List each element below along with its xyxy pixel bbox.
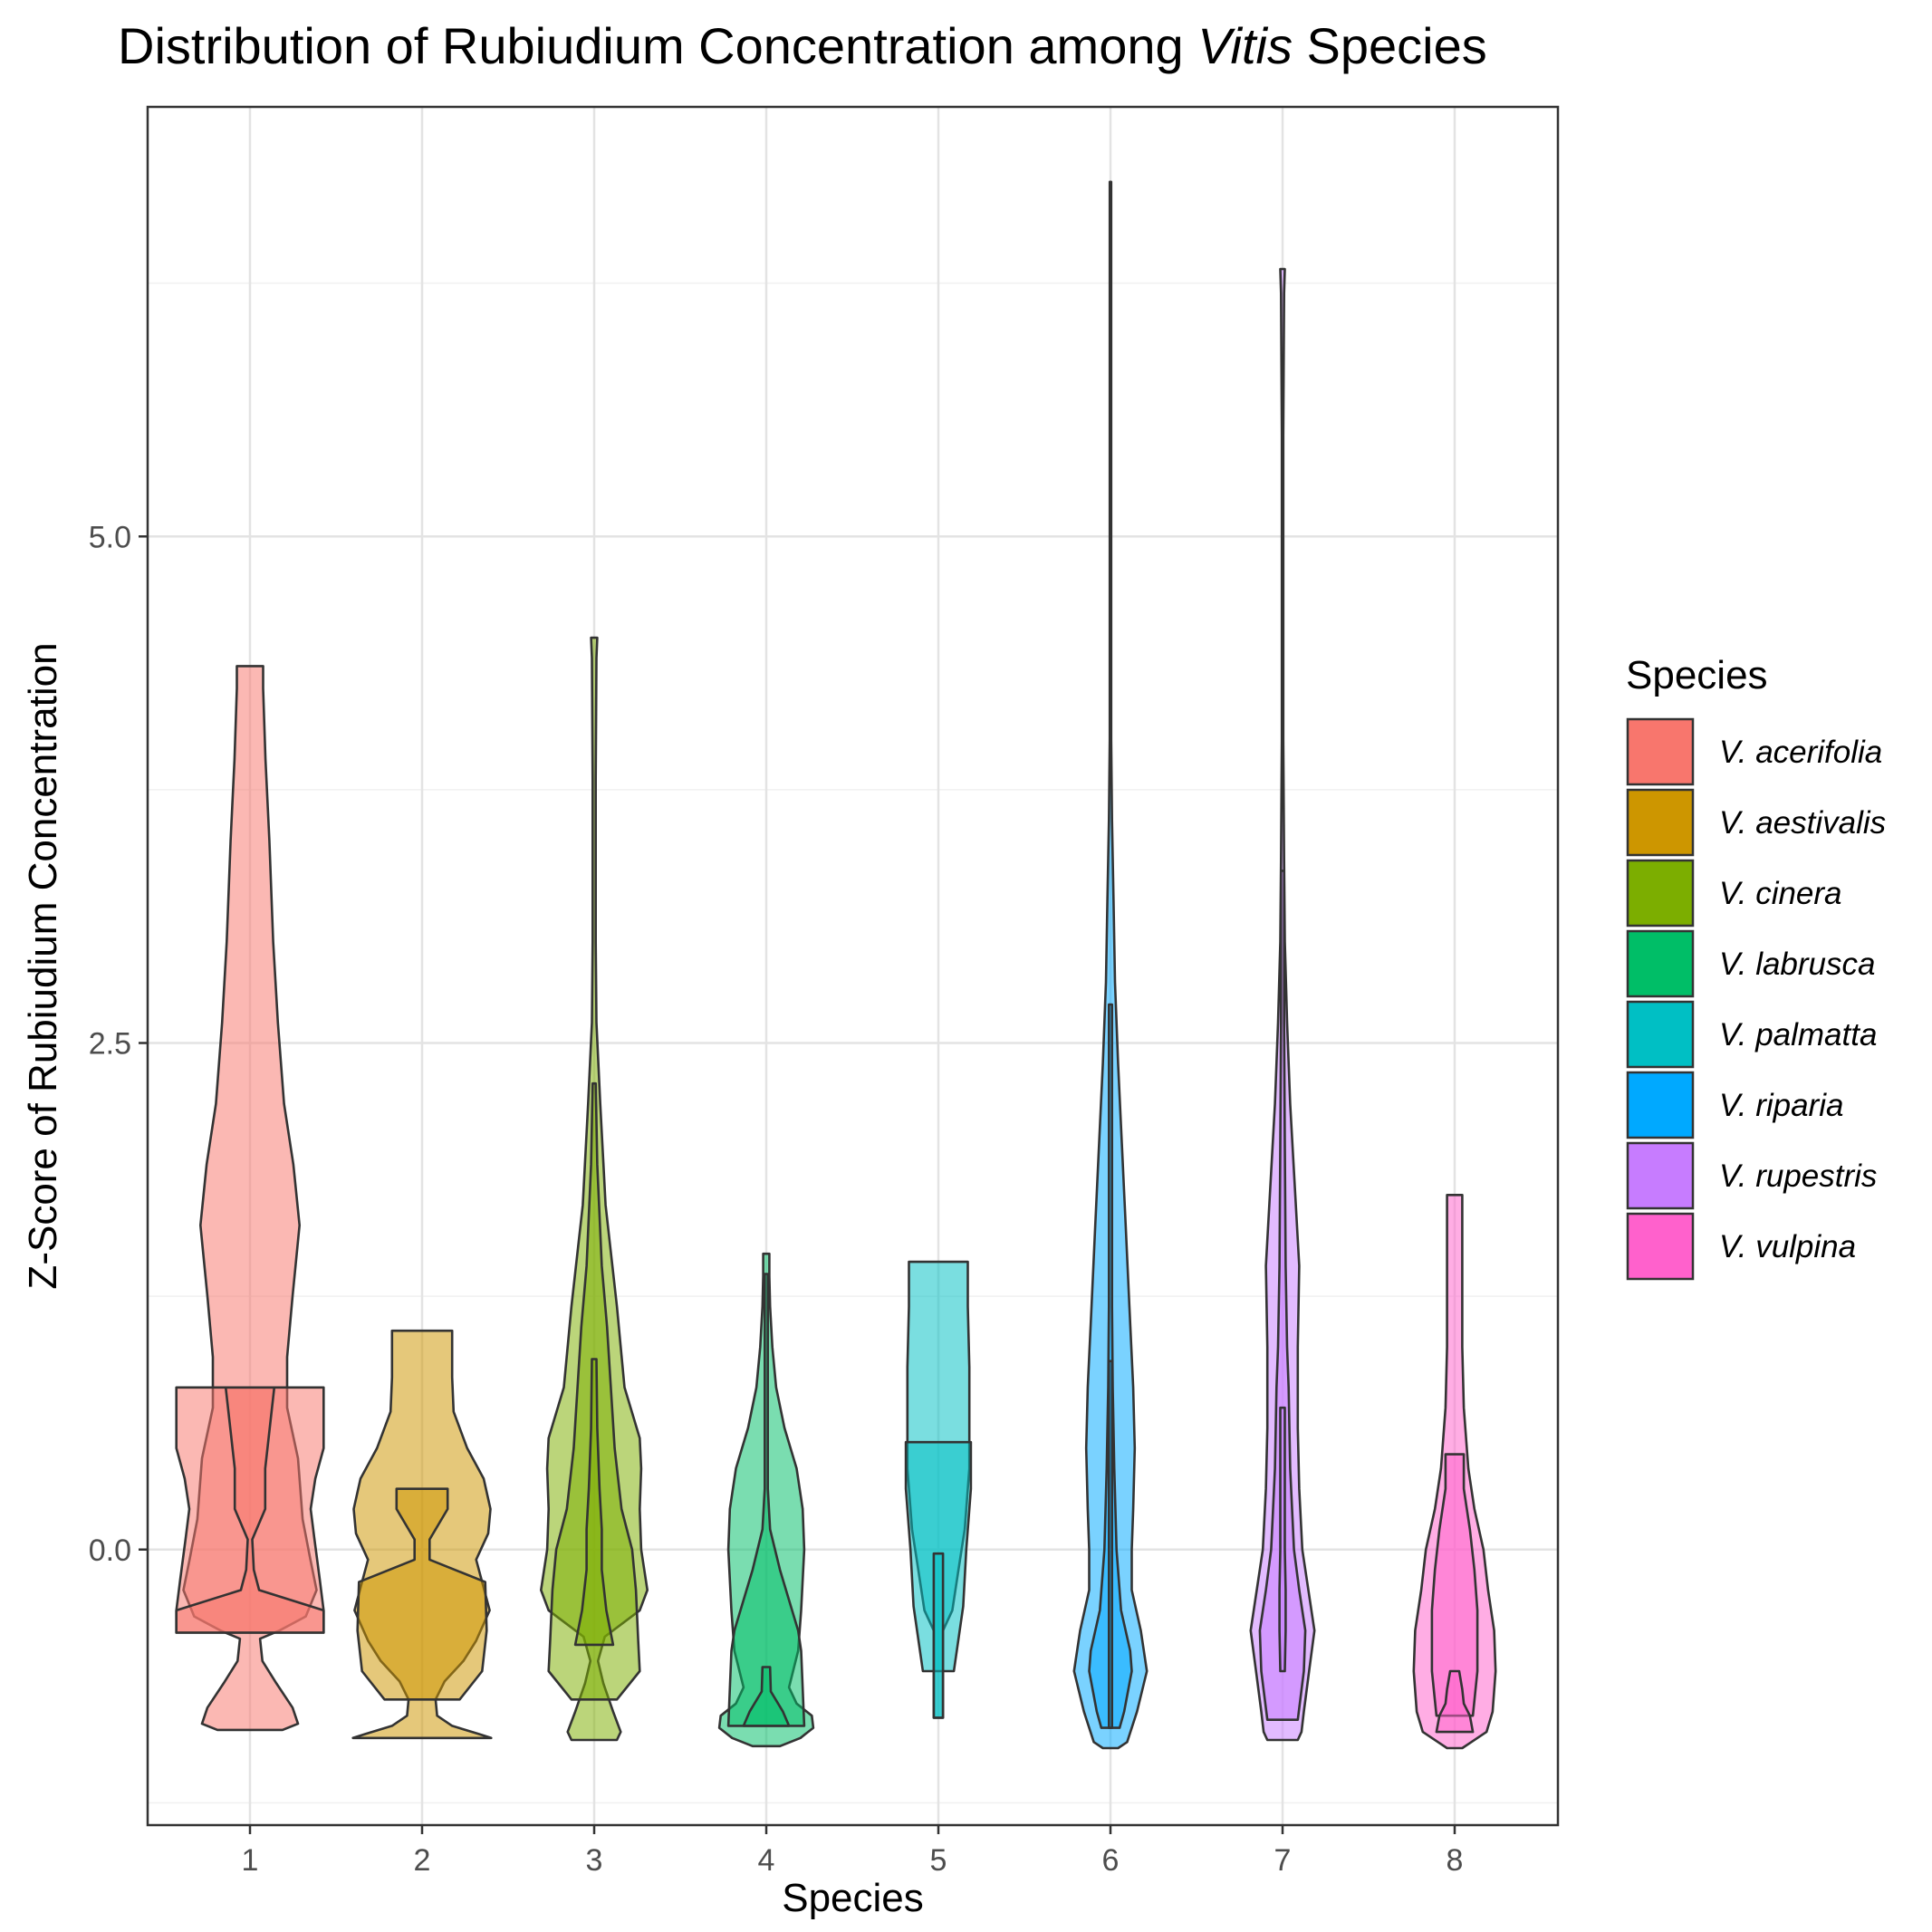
violin-group-4 [717,1252,815,1748]
x-axis-title: Species [782,1876,924,1920]
chart-title-part-1: Distribution of Rubiudium Concentration … [118,17,1198,74]
y-tick-label: 5.0 [89,520,131,554]
violin-3-3 [573,1358,615,1647]
violin-6-3 [1108,1360,1113,1729]
legend-swatch [1626,1071,1695,1139]
legend-swatch [1626,717,1695,786]
violin-5-3 [932,1552,945,1719]
violin-group-8 [1412,1194,1497,1750]
plot-panel [148,107,1558,1825]
violin-7-3 [1278,1406,1287,1673]
legend-label: V. aestivalis [1719,805,1886,841]
violin-group-6 [1072,180,1149,1750]
violin-8-2 [1430,1453,1479,1717]
legend-label: V. cinera [1719,876,1842,911]
plot-border [146,105,1560,1827]
violin-group-7 [1249,267,1316,1742]
violin-4-2 [726,1273,806,1727]
chart-title-part-2: Species [1292,17,1487,74]
violin-group-2 [351,1329,493,1740]
violin-group-5 [904,1260,973,1719]
legend-label: V. riparia [1719,1088,1843,1123]
chart-title: Distribution of Rubiudium Concentration … [118,13,1487,80]
legend-label: V. rupestris [1719,1158,1877,1194]
legend-label: V. acerifolia [1719,735,1882,770]
violin-group-1 [175,665,325,1732]
violin-2-2 [356,1487,488,1701]
legend-label: V. palmatta [1719,1017,1877,1053]
violin-1-3 [175,1386,325,1634]
legend-swatch [1626,1212,1695,1281]
legend-swatch [1626,859,1695,928]
x-tick-label: 7 [1274,1843,1292,1878]
violin-group-3 [540,636,649,1742]
chart-title-italic: Vitis [1197,17,1293,74]
legend-swatch [1626,1141,1695,1210]
x-tick-label: 1 [242,1843,259,1878]
x-tick-label: 4 [758,1843,775,1878]
x-tick-label: 3 [586,1843,603,1878]
legend-title: Species [1626,653,1768,697]
violin-6-1 [1072,180,1149,1750]
y-tick-label: 0.0 [89,1533,131,1568]
legend: Species V. acerifolia V. aestivalis V. cine… [1626,653,1886,1281]
y-tick-label: 2.5 [89,1027,131,1062]
legend-label: V. vulpina [1719,1229,1856,1264]
x-tick-label: 2 [414,1843,431,1878]
legend-label: V. labrusca [1719,947,1876,982]
x-tick-label: 6 [1102,1843,1120,1878]
legend-swatch [1626,788,1695,857]
x-tick-label: 8 [1447,1843,1464,1878]
legend-swatch [1626,1000,1695,1069]
x-tick-label: 5 [930,1843,947,1878]
violin-7-2 [1258,870,1307,1721]
legend-swatch [1626,929,1695,998]
violin-4-3 [742,1666,791,1727]
violin-8-3 [1435,1669,1475,1734]
y-axis-title: Z-Score of Rubiudium Concentration [21,642,65,1289]
